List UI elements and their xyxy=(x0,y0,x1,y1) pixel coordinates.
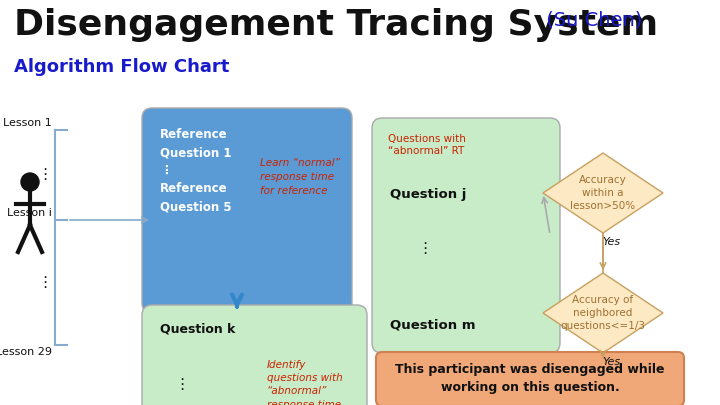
Text: This participant was disengaged while
working on this question.: This participant was disengaged while wo… xyxy=(395,364,665,394)
Text: ⋮: ⋮ xyxy=(37,168,53,183)
Text: Disengagement Tracing System: Disengagement Tracing System xyxy=(14,8,658,42)
Text: Question k: Question k xyxy=(160,323,235,336)
FancyBboxPatch shape xyxy=(372,118,560,353)
FancyBboxPatch shape xyxy=(142,108,352,313)
Text: Identify
questions with
“abnormal”
response time
(RT): Identify questions with “abnormal” respo… xyxy=(267,360,343,405)
Circle shape xyxy=(21,173,39,191)
Text: Question m: Question m xyxy=(390,318,475,331)
Text: ⋮: ⋮ xyxy=(37,275,53,290)
Text: Accuracy of
neighbored
questions<=1/3: Accuracy of neighbored questions<=1/3 xyxy=(560,295,646,331)
Text: Learn “normal”
response time
for reference: Learn “normal” response time for referen… xyxy=(260,158,340,196)
Text: Lesson 29: Lesson 29 xyxy=(0,347,52,357)
Polygon shape xyxy=(543,153,663,233)
Text: ⋮: ⋮ xyxy=(417,241,432,256)
Text: Lesson 1: Lesson 1 xyxy=(4,118,52,128)
Text: Yes: Yes xyxy=(602,357,620,367)
Text: Reference
Question 1
⋮
Reference
Question 5: Reference Question 1 ⋮ Reference Questio… xyxy=(160,128,232,213)
Text: Lesson i: Lesson i xyxy=(7,208,52,218)
Text: Accuracy
within a
lesson>50%: Accuracy within a lesson>50% xyxy=(570,175,636,211)
FancyBboxPatch shape xyxy=(142,305,367,405)
FancyBboxPatch shape xyxy=(376,352,684,405)
Text: Algorithm Flow Chart: Algorithm Flow Chart xyxy=(14,58,230,76)
Text: (Su Chen): (Su Chen) xyxy=(540,10,642,29)
Polygon shape xyxy=(543,273,663,353)
Text: Yes: Yes xyxy=(602,237,620,247)
Text: Question j: Question j xyxy=(390,188,467,201)
Text: ⋮: ⋮ xyxy=(174,377,189,392)
Text: Questions with
“abnormal” RT: Questions with “abnormal” RT xyxy=(388,134,466,156)
